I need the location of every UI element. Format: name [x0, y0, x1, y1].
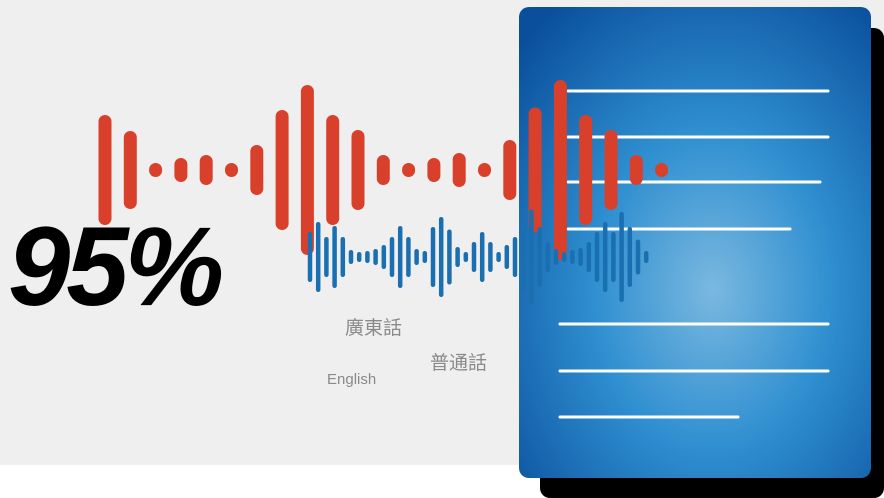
wave-bar [504, 245, 510, 269]
wave-bar [604, 130, 618, 210]
language-label: English [327, 371, 376, 388]
wave-bar [376, 155, 390, 185]
wave-bar [422, 251, 428, 263]
wave-bar [326, 115, 340, 225]
wave-bar [586, 242, 592, 272]
wave-bar [447, 229, 452, 285]
wave-bar [496, 252, 501, 262]
wave-bar [307, 232, 313, 282]
wave-bar [225, 163, 238, 177]
wave-bar [427, 158, 441, 182]
wave-bar [478, 163, 491, 177]
wave-bar [528, 107, 542, 233]
wave-bar [635, 239, 641, 275]
headline: 95% [8, 204, 222, 329]
wave-bar [98, 115, 112, 225]
language-label: 普通話 [430, 352, 487, 374]
wave-bar [655, 163, 669, 177]
wave-bar [397, 226, 403, 288]
wave-bar [414, 249, 419, 265]
red-waveform [98, 80, 669, 260]
wave-bar [149, 163, 163, 177]
wave-bar [479, 232, 485, 282]
wave-bar [389, 237, 395, 277]
wave-bar [351, 130, 365, 210]
wave-bar [348, 250, 354, 264]
wave-bar [250, 145, 264, 195]
wave-bar [561, 252, 567, 262]
wave-bar [123, 131, 137, 209]
wave-bar [300, 85, 314, 255]
wave-bar [553, 249, 559, 265]
wave-bar [275, 110, 289, 230]
wave-bar [402, 163, 416, 177]
wave-bar [611, 232, 616, 282]
wave-bar [452, 153, 466, 187]
wave-bar [373, 249, 378, 265]
wave-bar [438, 217, 444, 297]
wave-bar [570, 250, 575, 264]
wave-bar [529, 209, 534, 305]
wave-bar [332, 226, 337, 288]
wave-bar [553, 80, 567, 260]
wave-bar [463, 252, 469, 262]
wave-bar [324, 237, 329, 277]
language-label: 廣東話 [345, 317, 402, 339]
wave-bar [356, 252, 362, 262]
wave-bar [340, 237, 346, 277]
wave-bar [594, 232, 600, 282]
wave-bar [430, 227, 436, 287]
wave-bar [174, 158, 188, 182]
wave-bar [520, 223, 526, 291]
wave-bar [545, 242, 551, 272]
wave-bar [627, 227, 633, 287]
wave-bar [471, 242, 477, 272]
document-card [519, 7, 871, 478]
wave-bar [488, 242, 493, 272]
wave-bar [602, 222, 608, 292]
wave-bar [199, 155, 213, 185]
wave-bar [455, 247, 460, 267]
wave-bar [619, 212, 624, 302]
wave-bar [629, 155, 643, 185]
wave-bar [579, 115, 593, 225]
wave-bar [406, 237, 411, 277]
wave-bar [578, 248, 583, 266]
blue-waveform [307, 209, 649, 305]
wave-bar [643, 251, 649, 263]
wave-bar [537, 227, 542, 287]
document-lines [558, 89, 830, 419]
wave-bar [315, 222, 321, 292]
wave-bar [365, 251, 370, 263]
wave-bar [381, 245, 387, 269]
wave-bar [503, 140, 517, 200]
wave-bar [512, 237, 518, 277]
